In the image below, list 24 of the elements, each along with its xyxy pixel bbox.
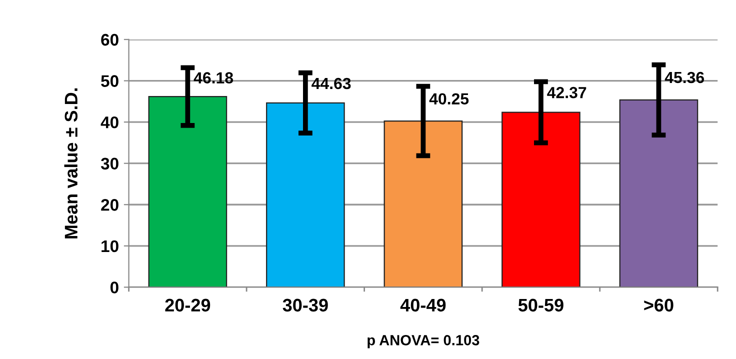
y-tick-label: 50 [101, 75, 118, 87]
y-tick-label: 30 [100, 158, 118, 170]
bar [384, 120, 463, 288]
bar [266, 102, 345, 288]
data-label: 42.37 [547, 86, 586, 98]
x-tick-label: 20-29 [165, 298, 210, 312]
x-tick-label: 30-39 [282, 298, 328, 312]
y-tick-label: 10 [102, 240, 118, 252]
text: p ANOVA= 0.103 [368, 335, 480, 348]
x-tick-label: 50-59 [518, 298, 564, 312]
bar [619, 99, 698, 288]
y-tick-label: 20 [101, 199, 118, 211]
data-label: 44.63 [312, 78, 351, 90]
y-tick-label: 40 [100, 116, 118, 128]
bar [502, 112, 580, 288]
x-tick-label: >60 [644, 298, 674, 312]
y-axis-title: Mean value ± S.D. [64, 88, 78, 238]
data-label: 46.18 [194, 72, 234, 84]
y-tick-label: 0 [110, 282, 118, 294]
bar [148, 96, 228, 288]
data-label: 45.36 [664, 72, 704, 84]
data-label: 40.25 [429, 93, 469, 105]
y-tick-label: 60 [101, 34, 118, 46]
x-tick-label: 40-49 [400, 298, 446, 312]
